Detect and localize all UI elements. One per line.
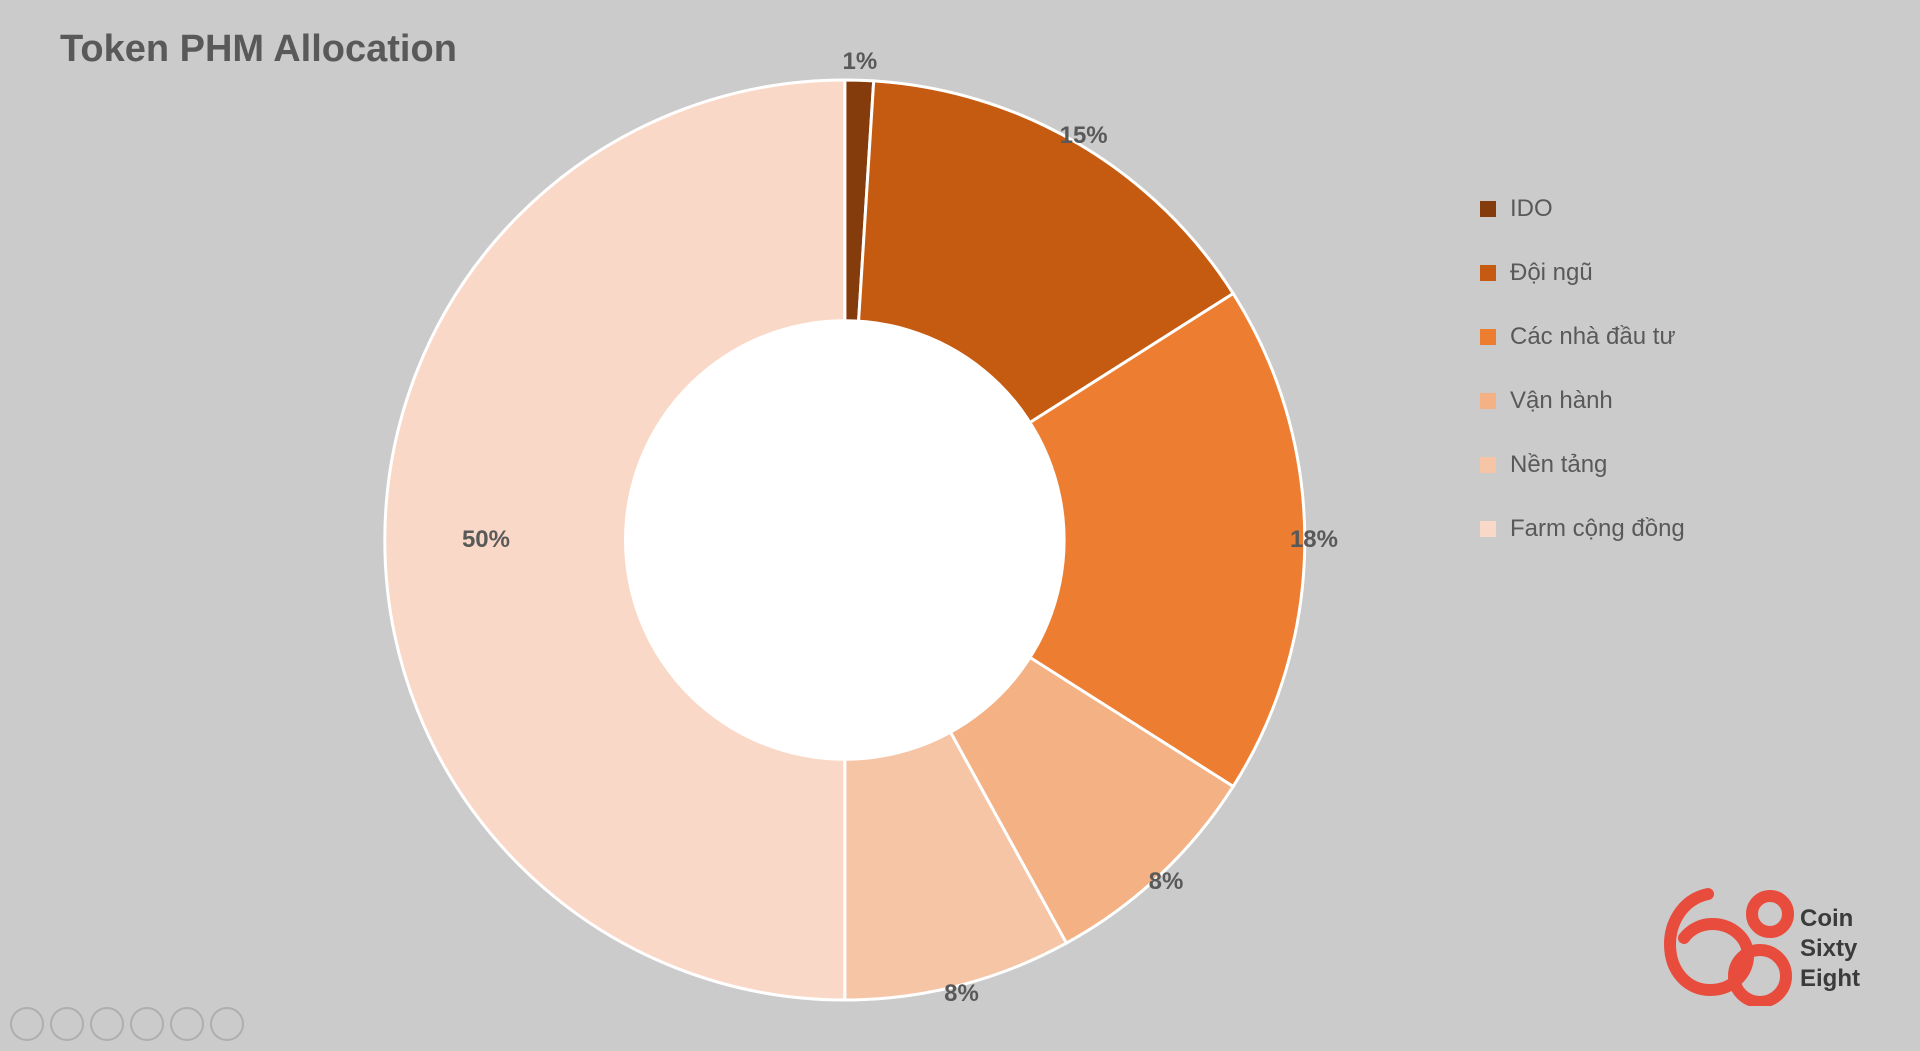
slice-label: 18%	[1290, 526, 1338, 554]
edit-button[interactable]	[90, 1007, 124, 1041]
legend-label: Nền tảng	[1510, 451, 1607, 479]
legend-item: Farm cộng đồng	[1480, 515, 1685, 543]
legend-label: Đội ngũ	[1510, 259, 1593, 287]
donut-hole	[624, 319, 1066, 761]
slice-label: 8%	[1149, 868, 1184, 896]
prev-button[interactable]	[10, 1007, 44, 1041]
legend-item: Nền tảng	[1480, 451, 1685, 479]
legend-item: Các nhà đầu tư	[1480, 323, 1685, 351]
legend-swatch	[1480, 265, 1496, 281]
legend-swatch	[1480, 393, 1496, 409]
legend: IDO Đội ngũ Các nhà đầu tư Vận hành Nền tảng…	[1480, 195, 1685, 543]
settings-button[interactable]	[170, 1007, 204, 1041]
brand-logo: Coin Sixty Eight	[1660, 886, 1880, 1011]
legend-label: Các nhà đầu tư	[1510, 323, 1676, 351]
presentation-controls	[10, 1007, 244, 1041]
legend-label: Vận hành	[1510, 387, 1613, 415]
screenshot-button[interactable]	[130, 1007, 164, 1041]
legend-label: IDO	[1510, 195, 1553, 223]
legend-label: Farm cộng đồng	[1510, 515, 1685, 543]
legend-swatch	[1480, 329, 1496, 345]
legend-item: IDO	[1480, 195, 1685, 223]
logo-line2: Sixty	[1800, 935, 1858, 962]
legend-swatch	[1480, 201, 1496, 217]
more-button[interactable]	[210, 1007, 244, 1041]
slice-label: 50%	[462, 526, 510, 554]
legend-item: Đội ngũ	[1480, 259, 1685, 287]
legend-swatch	[1480, 457, 1496, 473]
legend-swatch	[1480, 521, 1496, 537]
slice-label: 8%	[944, 980, 979, 1008]
play-button[interactable]	[50, 1007, 84, 1041]
slice-label: 15%	[1060, 122, 1108, 150]
donut-chart: 1%15%18%8%8%50%	[365, 60, 1325, 1020]
slice-label: 1%	[842, 48, 877, 76]
logo-line1: Coin	[1800, 905, 1853, 932]
logo-line3: Eight	[1800, 965, 1860, 992]
legend-item: Vận hành	[1480, 387, 1685, 415]
